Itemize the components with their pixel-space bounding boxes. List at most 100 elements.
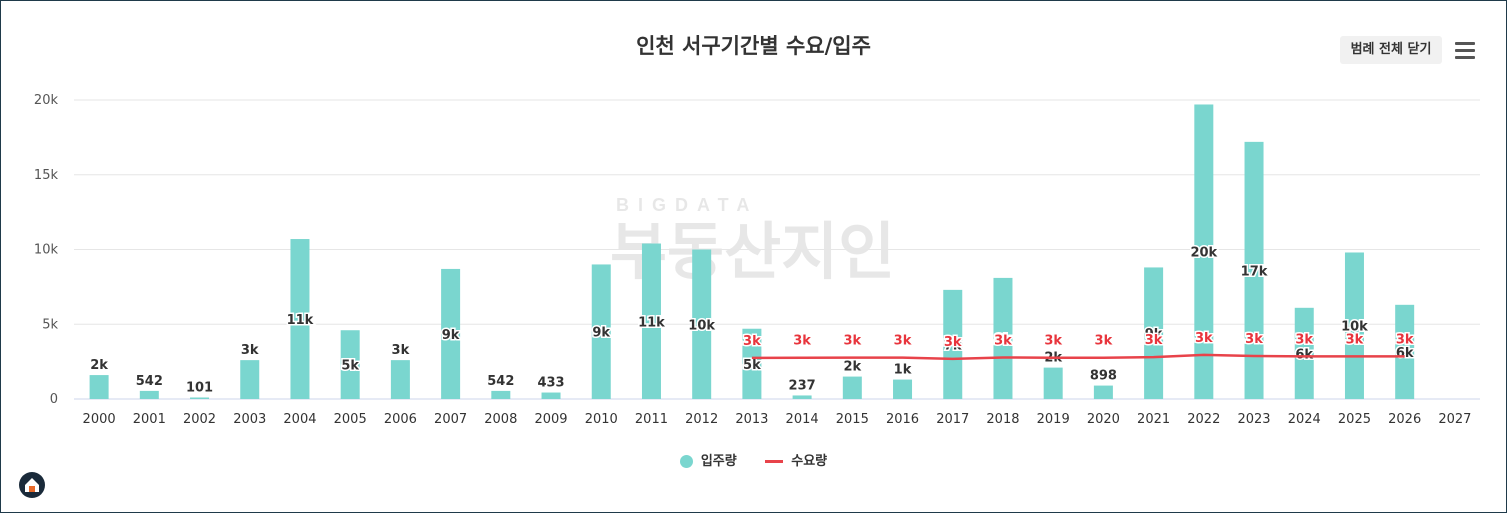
bar [190,397,210,399]
x-tick-label: 2027 [1438,412,1471,427]
bar-data-label: 6k [1295,347,1313,362]
bar [1395,304,1415,399]
bar-data-label: 10k [1341,320,1368,335]
line-data-label: 3k [894,334,912,349]
bar-data-label: 7k [944,338,962,353]
bar [541,392,561,399]
bar [491,390,511,399]
x-tick-label: 2008 [484,412,517,427]
x-tick-label: 2012 [685,412,718,427]
legend-dot-icon [679,455,693,468]
x-tick-label: 2006 [384,412,417,427]
line-data-label: 3k [1245,332,1263,347]
bar [1194,104,1214,400]
legend-item-line[interactable]: 수요량 [765,450,827,469]
x-tick-label: 2009 [534,412,567,427]
line-data-label: 3k [843,334,861,349]
x-tick-label: 2020 [1087,412,1120,427]
y-tick-label: 15k [34,168,59,183]
bar [591,264,611,399]
y-tick-label: 0 [50,392,58,407]
bar-data-label: 9k [592,326,610,341]
bar [390,360,410,399]
x-tick-label: 2011 [635,412,668,427]
x-tick-label: 2001 [133,412,166,427]
x-tick-label: 2000 [83,412,116,427]
home-icon[interactable] [19,472,45,498]
bar-data-label: 237 [789,378,816,393]
bar-data-label: 5k [341,359,359,374]
x-tick-label: 2021 [1137,412,1170,427]
x-tick-label: 2003 [233,412,266,427]
bar [89,375,109,399]
bar [441,268,461,399]
bar-data-label: 6k [1396,346,1414,361]
legend-toggle-button[interactable]: 범례 전체 닫기 [1340,36,1442,64]
bar-data-label: 542 [487,374,514,389]
x-tick-label: 2026 [1388,412,1421,427]
legend-label-bars: 입주량 [700,454,737,469]
bar [1043,367,1063,399]
bar-data-label: 10k [688,318,715,333]
bar-data-label: 17k [1241,264,1268,279]
bar-data-label: 11k [287,313,314,328]
bar-data-label: 433 [537,376,564,391]
bar [1144,267,1164,399]
x-tick-label: 2019 [1037,412,1070,427]
bar [792,395,812,399]
bar-data-label: 11k [638,315,665,330]
legend-item-bars[interactable]: 입주량 [679,450,737,469]
x-tick-label: 2016 [886,412,919,427]
bar-data-label: 9k [442,328,460,343]
hamburger-menu-icon[interactable] [1455,42,1475,60]
bar-data-label: 2k [843,360,861,375]
bar [742,328,762,399]
line-data-label: 3k [1295,332,1313,347]
x-tick-label: 2005 [334,412,367,427]
x-tick-label: 2023 [1237,412,1270,427]
legend-line-icon [765,460,784,463]
x-tick-label: 2017 [936,412,969,427]
x-tick-label: 2018 [986,412,1019,427]
bar-data-label: 1k [894,363,912,378]
bar [139,390,159,399]
x-tick-label: 2002 [183,412,216,427]
bar [943,289,963,399]
bar [1294,307,1314,399]
line-data-label: 3k [994,333,1012,348]
bar-data-label: 101 [186,380,213,395]
x-tick-label: 2010 [585,412,618,427]
bar-data-label: 898 [1090,369,1117,384]
x-tick-label: 2022 [1187,412,1220,427]
bar [1093,385,1113,399]
line-data-label: 3k [1095,334,1113,349]
bar [641,243,661,399]
chart-legend: 입주량 수요량 [0,450,1507,469]
bar [1244,141,1264,400]
x-tick-label: 2004 [283,412,316,427]
line-data-label: 3k [1195,331,1213,346]
line-data-label: 3k [1396,332,1414,347]
bar-data-label: 5k [743,358,761,373]
bar-data-label: 9k [1145,327,1163,342]
line-data-label: 3k [743,334,761,349]
line-data-label: 3k [944,335,962,350]
bar [240,360,260,399]
bar [993,277,1013,399]
bar [340,330,360,399]
y-tick-label: 5k [42,317,58,332]
bar-data-label: 8k [994,332,1012,347]
x-tick-label: 2024 [1288,412,1321,427]
bar-data-label: 3k [392,343,410,358]
bar-data-label: 542 [136,374,163,389]
bar-data-label: 20k [1190,246,1217,261]
line-data-label: 3k [1044,334,1062,349]
bar-data-label: 3k [241,343,259,358]
line-data-label: 3k [1346,332,1364,347]
bar-data-label: 2k [90,358,108,373]
line-series-demand [751,353,1405,361]
x-tick-label: 2015 [836,412,869,427]
chart-title: 인천 서구기간별 수요/입주 [636,34,871,58]
x-tick-label: 2014 [786,412,819,427]
